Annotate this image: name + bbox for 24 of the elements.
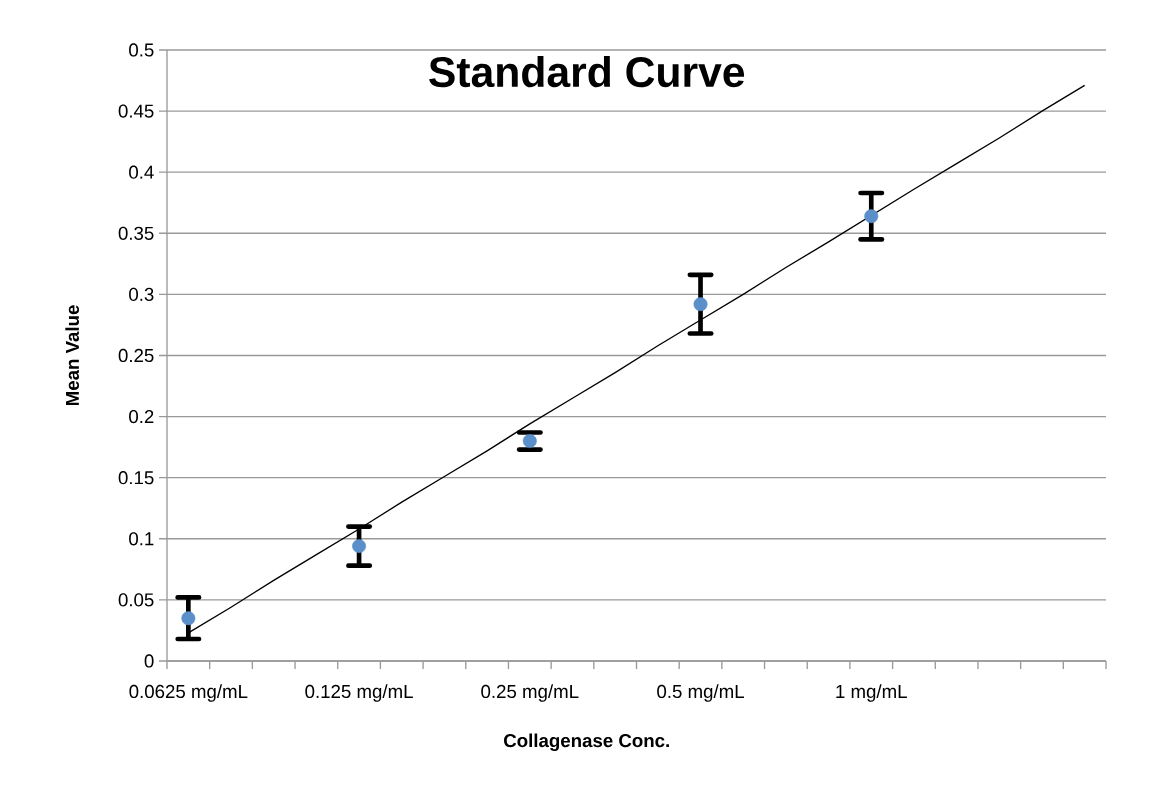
point [181, 611, 196, 626]
x-tick-label: 0.25 mg/mL [481, 684, 579, 702]
point [522, 434, 537, 448]
point [693, 297, 708, 312]
y-tick-label: 0.2 [129, 409, 154, 424]
y-tick-label: 0.45 [118, 104, 154, 118]
chart-title: Standard Curve [429, 55, 745, 88]
x-tick-label: 0.0625 mg/mL [129, 684, 248, 702]
y-tick-label: 0.5 [129, 43, 154, 57]
y-tick-label: 0 [144, 654, 154, 668]
y-axis-title: Mean Value [65, 305, 80, 406]
y-tick-label: 0.25 [118, 348, 154, 363]
y-tick-label: 0.15 [118, 471, 154, 485]
y-tick-label: 0.1 [129, 532, 154, 546]
x-tick-label: 0.125 mg/mL [305, 684, 413, 702]
point [864, 209, 879, 224]
x-tick-label: 0.5 mg/mL [657, 684, 744, 702]
x-axis-title: Collagenase Conc. [504, 733, 669, 751]
y-tick-label: 0.3 [129, 287, 154, 301]
y-tick-label: 0.35 [118, 226, 154, 240]
x-tick-label: 1 mg/mL [836, 684, 907, 702]
point [352, 539, 367, 554]
y-tick-label: 0.05 [118, 593, 154, 607]
y-tick-label: 0.4 [129, 165, 154, 179]
